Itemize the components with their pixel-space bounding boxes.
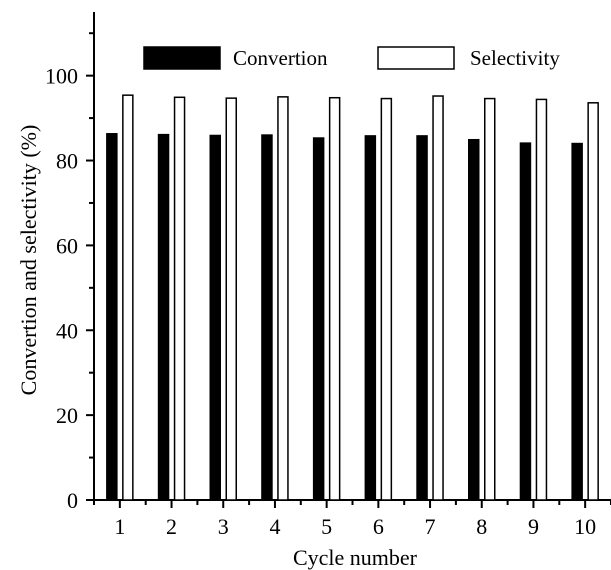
legend-swatch-convertion (143, 46, 221, 70)
bar-convertion-cycle-3 (209, 134, 221, 501)
x-tick-label: 8 (476, 514, 487, 539)
y-axis-ticks: 0 20 40 60 80 100 (45, 32, 94, 513)
x-tick-label: 4 (269, 514, 280, 539)
bar-selectivity-cycle-8 (484, 97, 496, 501)
bar-convertion-cycle-6 (364, 135, 377, 501)
bar-selectivity-cycle-9 (535, 98, 548, 501)
y-tick-label: 0 (67, 488, 78, 513)
x-tick-label: 5 (321, 514, 332, 539)
bar-selectivity-cycle-3 (225, 97, 237, 501)
plot-frame (93, 12, 611, 501)
y-axis-title: Convertion and selectivity (%) (16, 125, 41, 396)
bar-convertion-cycle-4 (261, 134, 273, 501)
legend-label-convertion: Convertion (233, 46, 328, 70)
bar-series-group (106, 94, 599, 501)
x-tick-label: 1 (114, 514, 125, 539)
bar-selectivity-cycle-10 (587, 102, 599, 501)
legend: Convertion Selectivity (143, 46, 560, 70)
x-axis-ticks: 1 2 3 4 5 6 7 8 9 10 (93, 500, 611, 539)
x-tick-label: 2 (166, 514, 177, 539)
x-tick-label: 9 (528, 514, 539, 539)
x-tick-label: 7 (425, 514, 436, 539)
x-tick-label: 6 (373, 514, 384, 539)
y-tick-label: 60 (56, 233, 78, 258)
bar-convertion-cycle-1 (106, 133, 118, 501)
x-tick-label: 10 (574, 514, 596, 539)
bar-convertion-cycle-7 (416, 135, 428, 501)
x-axis-title: Cycle number (293, 545, 418, 570)
bar-convertion-cycle-9 (519, 142, 532, 501)
legend-swatch-selectivity (377, 46, 455, 70)
bar-selectivity-cycle-5 (328, 96, 341, 501)
x-tick-label: 3 (218, 514, 229, 539)
y-tick-label: 20 (56, 403, 78, 428)
bar-convertion-cycle-10 (571, 142, 583, 501)
bar-convertion-cycle-5 (312, 137, 325, 501)
bar-selectivity-cycle-4 (277, 96, 289, 501)
bar-convertion-cycle-2 (157, 133, 170, 501)
y-tick-label: 100 (45, 64, 78, 89)
y-tick-label: 80 (56, 149, 78, 174)
bar-convertion-cycle-8 (468, 138, 480, 501)
y-tick-label: 40 (56, 318, 78, 343)
legend-label-selectivity: Selectivity (470, 46, 560, 70)
bar-selectivity-cycle-1 (122, 94, 134, 501)
bar-selectivity-cycle-2 (173, 96, 186, 501)
bar-selectivity-cycle-6 (380, 97, 393, 501)
bar-selectivity-cycle-7 (432, 95, 444, 501)
